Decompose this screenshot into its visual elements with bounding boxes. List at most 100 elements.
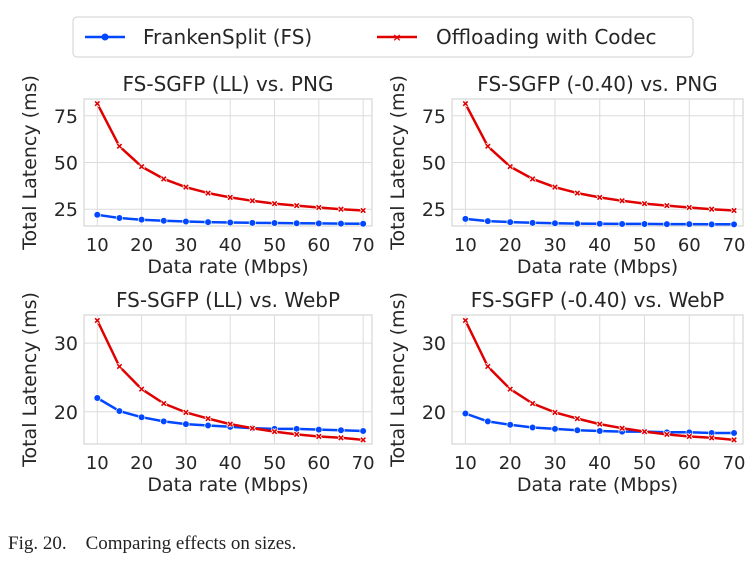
- data-point-fs: [484, 417, 492, 425]
- chart-title: FS-SGFP (-0.40) vs. PNG: [477, 72, 717, 96]
- data-point-codec: [360, 207, 366, 214]
- x-tick-label: 50: [633, 453, 656, 474]
- data-point-codec: [552, 409, 558, 416]
- data-point-fs: [484, 217, 492, 225]
- y-tick-label: 25: [422, 199, 446, 221]
- data-point-fs: [528, 219, 537, 227]
- x-tick-label: 20: [499, 453, 522, 474]
- data-point-codec: [227, 421, 233, 427]
- data-point-codec: [641, 428, 648, 435]
- x-tick-label: 40: [588, 453, 611, 474]
- data-point-fs: [138, 413, 146, 421]
- x-tick-label: 10: [86, 453, 109, 474]
- data-point-fs: [226, 218, 234, 227]
- data-point-codec: [529, 176, 536, 182]
- data-point-fs: [573, 426, 581, 434]
- data-point-fs: [115, 407, 124, 415]
- data-point-fs: [248, 219, 256, 227]
- data-point-codec: [686, 204, 693, 211]
- data-point-codec: [731, 437, 737, 443]
- data-point-fs: [461, 215, 470, 223]
- figure: FrankenSplit (FS) × Offloading with Code…: [19, 16, 745, 496]
- data-point-fs: [730, 220, 738, 228]
- data-point-fs: [551, 425, 559, 433]
- data-point-fs: [315, 219, 323, 227]
- chart-panel-3: 10 20 30 40 50 60 70 20 30 FS-SGFP (LL) vs. WebP D…: [19, 288, 375, 496]
- data-point-fs: [337, 219, 345, 228]
- data-point-codec: [293, 202, 300, 209]
- data-point-fs: [204, 421, 212, 430]
- data-point-codec: [271, 428, 278, 435]
- data-point-fs: [708, 220, 716, 228]
- y-tick-label: 75: [54, 106, 78, 128]
- data-point-fs: [160, 217, 168, 225]
- data-point-codec: [574, 190, 581, 196]
- y-tick-label: 50: [54, 153, 78, 175]
- data-point-codec: [183, 409, 189, 416]
- x-tick-label: 50: [263, 453, 286, 474]
- x-tick-label: 10: [454, 235, 477, 256]
- data-point-codec: [596, 421, 603, 427]
- data-point-fs: [182, 217, 190, 226]
- data-point-fs: [115, 214, 124, 222]
- data-point-codec: [316, 433, 322, 440]
- x-tick-label: 30: [544, 453, 567, 474]
- y-tick-label: 25: [54, 199, 78, 221]
- y-tick-label: 30: [54, 333, 78, 355]
- data-point-codec: [485, 143, 491, 150]
- data-point-fs: [160, 417, 168, 425]
- data-point-codec: [485, 363, 491, 370]
- data-point-codec: [619, 425, 625, 431]
- chart-title: FS-SGFP (-0.40) vs. WebP: [471, 288, 725, 312]
- data-point-fs: [573, 219, 581, 228]
- y-tick-label: 20: [422, 402, 446, 424]
- x-tick-label: 60: [307, 235, 330, 256]
- x-axis-label: Data rate (Mbps): [147, 474, 308, 496]
- data-point-codec: [664, 202, 670, 209]
- x-tick-label: 20: [499, 235, 522, 256]
- data-point-fs: [551, 219, 559, 227]
- x-tick-label: 60: [678, 453, 701, 474]
- data-point-codec: [596, 194, 603, 201]
- data-point-codec: [731, 207, 737, 214]
- data-point-fs: [730, 429, 738, 437]
- x-tick-label: 30: [544, 235, 567, 256]
- data-point-fs: [506, 218, 514, 226]
- data-point-codec: [686, 433, 693, 440]
- y-axis-label: Total Latency (ms): [19, 292, 41, 468]
- legend-marker-codec: ×: [392, 31, 401, 44]
- legend-marker-fs: [101, 33, 109, 41]
- data-point-codec: [552, 184, 558, 190]
- data-point-fs: [461, 409, 470, 418]
- data-point-codec: [708, 435, 715, 441]
- data-point-codec: [271, 200, 278, 207]
- y-tick-label: 20: [54, 402, 78, 424]
- x-tick-label: 50: [633, 235, 656, 256]
- data-point-codec: [205, 190, 211, 196]
- data-point-codec: [249, 198, 256, 204]
- data-point-fs: [93, 394, 101, 402]
- data-point-codec: [227, 194, 233, 201]
- x-tick-label: 70: [352, 235, 375, 256]
- data-point-codec: [338, 206, 344, 212]
- data-point-fs: [663, 220, 671, 228]
- x-tick-label: 50: [263, 235, 286, 256]
- chart-panel-4: 10 20 30 40 50 60 70 20 30 FS-SGFP (-0.40) vs. We…: [387, 288, 745, 496]
- data-point-codec: [94, 100, 101, 107]
- data-point-codec: [160, 176, 167, 182]
- data-point-codec: [183, 184, 189, 190]
- data-point-codec: [507, 386, 513, 392]
- y-axis-label: Total Latency (ms): [387, 292, 409, 468]
- data-point-codec: [462, 100, 469, 107]
- data-point-fs: [528, 423, 537, 432]
- x-tick-label: 70: [723, 453, 746, 474]
- x-tick-label: 20: [130, 235, 153, 256]
- caption-text: Comparing effects on sizes.: [85, 533, 297, 554]
- data-point-codec: [708, 206, 715, 212]
- data-point-fs: [359, 427, 367, 435]
- data-point-codec: [160, 400, 167, 407]
- data-point-codec: [619, 198, 625, 204]
- chart-title: FS-SGFP (LL) vs. WebP: [116, 288, 340, 312]
- x-tick-label: 60: [678, 235, 701, 256]
- y-tick-label: 50: [422, 153, 446, 175]
